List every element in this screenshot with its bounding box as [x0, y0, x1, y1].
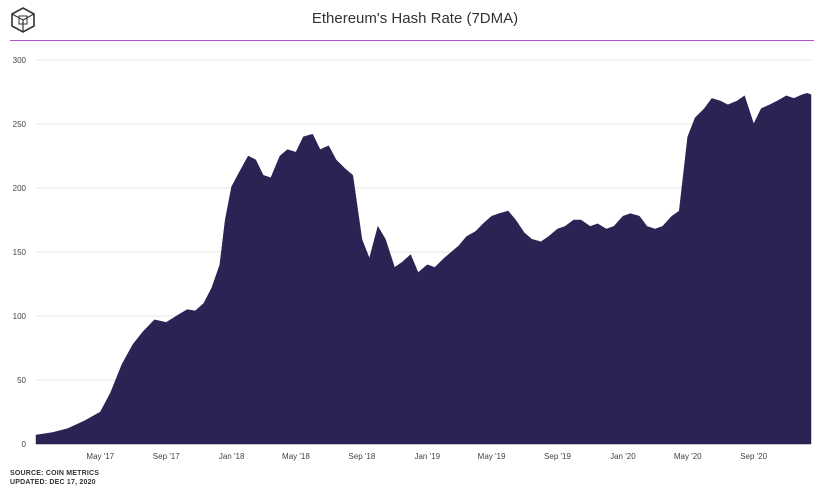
chart-footer: SOURCE: COIN METRICS UPDATED: DEC 17, 20… [10, 469, 99, 487]
y-tick-label: 200 [13, 184, 27, 193]
x-tick-label: Sep '17 [153, 452, 180, 461]
y-tick-label: 0 [22, 440, 27, 449]
x-tick-label: Sep '20 [740, 452, 767, 461]
source-label: SOURCE: COIN METRICS [10, 470, 100, 477]
theblock-cube-icon [11, 7, 35, 33]
chart-title: Ethereum's Hash Rate (7DMA) [311, 10, 519, 27]
x-tick-label: Sep '19 [544, 452, 571, 461]
y-tick-label: 100 [13, 312, 27, 321]
x-tick-label: May '19 [478, 452, 506, 461]
x-tick-label: Jan '20 [610, 452, 636, 461]
updated-label: UPDATED: DEC 17, 2020 [10, 479, 96, 486]
x-tick-label: May '18 [282, 452, 310, 461]
y-tick-label: 150 [13, 248, 27, 257]
y-tick-label: 300 [13, 56, 27, 65]
y-tick-label: 250 [13, 120, 27, 129]
hash-rate-area [35, 93, 812, 445]
x-tick-label: May '20 [674, 452, 702, 461]
x-tick-label: Jan '19 [414, 452, 440, 461]
y-tick-label: 50 [17, 376, 26, 385]
x-tick-label: Sep '18 [348, 452, 375, 461]
x-tick-label: Jan '18 [219, 452, 245, 461]
title-divider [10, 40, 814, 41]
x-tick-label: May '17 [86, 452, 114, 461]
